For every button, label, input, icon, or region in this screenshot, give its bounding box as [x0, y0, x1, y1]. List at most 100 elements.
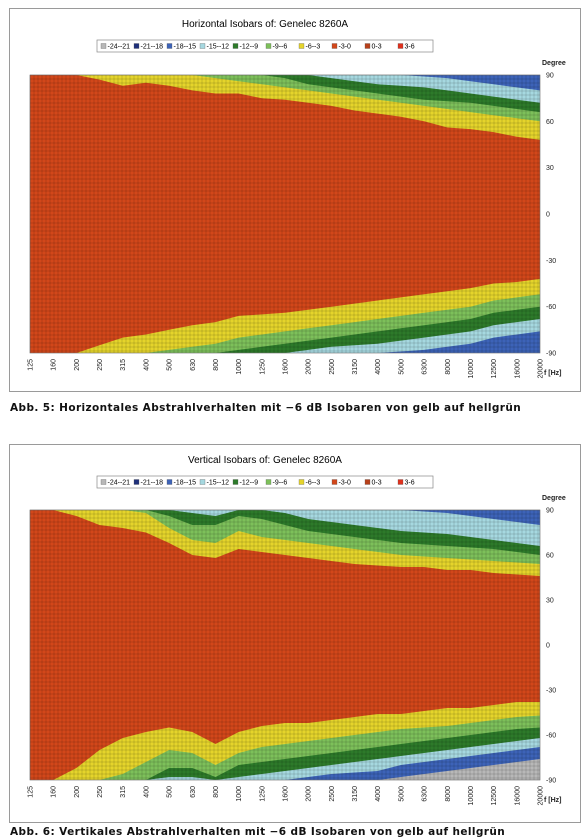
x-tick-label: 8000: [445, 359, 452, 375]
y-tick-label: 90: [546, 73, 554, 80]
y-tick-label: 30: [546, 598, 554, 605]
y-tick-label: -60: [546, 304, 556, 311]
x-tick-label: 1000: [236, 786, 243, 802]
y-tick-label: -30: [546, 258, 556, 265]
legend-entry: -18--15: [174, 480, 197, 487]
isobar-band-lower-cyan: [30, 319, 540, 353]
y-tick-label: 30: [546, 165, 554, 172]
isobar-band-lower-blue: [30, 331, 540, 353]
x-tick-label: 20000: [538, 359, 545, 379]
x-tick-label: 160: [51, 786, 58, 798]
y-axis-label: Degree: [542, 60, 566, 67]
legend-swatch: [133, 43, 140, 49]
isobar-band-lower-grey: [30, 759, 540, 780]
x-tick-label: 16000: [514, 359, 521, 379]
legend-entry: -3-0: [339, 44, 352, 51]
legend-entry: 0-3: [372, 44, 382, 51]
x-tick-label: 400: [143, 786, 150, 798]
x-tick-label: 5000: [398, 786, 405, 802]
legend-box: [96, 475, 434, 489]
y-tick-label: 0: [546, 212, 550, 219]
x-tick-label: 500: [167, 359, 174, 371]
legend-swatch: [100, 43, 107, 49]
x-tick-label: 125: [28, 786, 35, 798]
legend-entry: -21--18: [141, 44, 164, 51]
plot-frame: [29, 74, 541, 354]
y-tick-label: -90: [546, 351, 556, 358]
x-tick-label: 2500: [329, 359, 336, 375]
x-tick-label: 4000: [375, 786, 382, 802]
x-tick-label: 1000: [236, 359, 243, 375]
legend-entry: -12--9: [240, 480, 259, 487]
isobar-band-upper-cyan: [30, 75, 540, 103]
x-tick-label: 2500: [329, 786, 336, 802]
legend-box: [96, 39, 434, 53]
vertical-isobars-chart: Vertical Isobars of: Genelec 8260A -24--2…: [28, 455, 566, 806]
y-tick-label: -90: [546, 778, 556, 785]
chart-title: Horizontal Isobars of: Genelec 8260A: [182, 19, 349, 30]
legend-swatch: [166, 43, 173, 49]
x-tick-label: 250: [97, 359, 104, 371]
y-tick-label: 60: [546, 553, 554, 560]
legend-entry: -9--6: [273, 480, 288, 487]
legend-swatch: [199, 43, 206, 49]
y-axis-label: Degree: [542, 495, 566, 502]
legend-entry: -24--21: [108, 44, 131, 51]
legend-swatch: [331, 479, 338, 485]
legend-entry: -15--12: [207, 44, 230, 51]
x-tick-label: 2000: [306, 786, 313, 802]
x-axis-label: f [Hz]: [544, 797, 562, 804]
x-tick-label: 8000: [445, 786, 452, 802]
legend-swatch: [298, 479, 305, 485]
legend-swatch: [166, 479, 173, 485]
legend-swatch: [100, 479, 107, 485]
x-tick-label: 1600: [283, 786, 290, 802]
x-tick-label: 1600: [283, 359, 290, 375]
chart-title: Vertical Isobars of: Genelec 8260A: [188, 455, 342, 466]
legend-swatch: [331, 43, 338, 49]
x-tick-label: 500: [167, 786, 174, 798]
figure-caption-5: Abb. 5: Horizontales Abstrahlverhalten m…: [10, 402, 522, 414]
x-tick-label: 6300: [422, 786, 429, 802]
x-tick-label: 12500: [491, 786, 498, 806]
chart-legend: -24--21 -21--18 -18--15 -15--12 -12--9 -9--6 -…: [96, 39, 434, 53]
x-tick-label: 12500: [491, 359, 498, 379]
y-tick-label: 0: [546, 643, 550, 650]
legend-swatch: [265, 479, 272, 485]
legend-entry: 0-3: [372, 480, 382, 487]
x-tick-label: 630: [190, 359, 197, 371]
x-tick-label: 4000: [375, 359, 382, 375]
x-tick-label: 315: [120, 786, 127, 798]
legend-entry: -21--18: [141, 480, 164, 487]
x-tick-label: 800: [213, 786, 220, 798]
legend-swatch: [298, 43, 305, 49]
isobar-band-upper-blue: [30, 510, 540, 525]
x-tick-label: 10000: [468, 786, 475, 806]
y-tick-label: -30: [546, 688, 556, 695]
y-tick-label: -60: [546, 733, 556, 740]
x-tick-label: 5000: [398, 359, 405, 375]
x-tick-label: 125: [28, 359, 35, 371]
x-tick-label: 160: [51, 359, 58, 371]
horizontal-isobars-panel: Horizontal Isobars of: Genelec 8260A -24-…: [9, 8, 581, 392]
legend-swatch: [265, 43, 272, 49]
chart-legend: -24--21 -21--18 -18--15 -15--12 -12--9 -9--6 -…: [96, 475, 434, 489]
legend-entry: -6--3: [306, 480, 321, 487]
legend-entry: -9--6: [273, 44, 288, 51]
x-axis-label: f [Hz]: [544, 370, 562, 377]
x-tick-label: 3150: [352, 786, 359, 802]
legend-swatch: [133, 479, 140, 485]
x-tick-label: 16000: [514, 786, 521, 806]
x-tick-label: 315: [120, 359, 127, 371]
legend-swatch: [397, 479, 404, 485]
y-tick-label: 60: [546, 119, 554, 126]
legend-entry: 3-6: [405, 44, 415, 51]
x-tick-label: 1250: [259, 359, 266, 375]
x-tick-label: 3150: [352, 359, 359, 375]
legend-swatch: [364, 479, 371, 485]
isobar-band-upper-cyan: [30, 510, 540, 546]
legend-entry: -18--15: [174, 44, 197, 51]
legend-swatch: [232, 479, 239, 485]
x-tick-label: 200: [74, 786, 81, 798]
x-tick-label: 20000: [538, 786, 545, 806]
